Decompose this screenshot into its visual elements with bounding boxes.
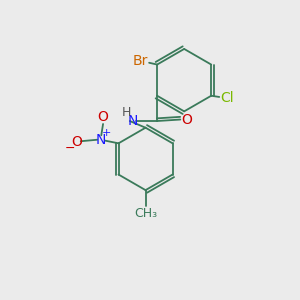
Text: O: O — [71, 135, 82, 149]
Text: Br: Br — [133, 54, 148, 68]
Text: +: + — [101, 128, 111, 138]
Text: H: H — [122, 106, 131, 119]
Text: O: O — [182, 112, 192, 127]
Text: Cl: Cl — [221, 91, 234, 105]
Text: CH₃: CH₃ — [134, 206, 157, 220]
Text: O: O — [98, 110, 109, 124]
Text: −: − — [64, 142, 75, 155]
Text: N: N — [128, 114, 138, 128]
Text: N: N — [95, 133, 106, 147]
